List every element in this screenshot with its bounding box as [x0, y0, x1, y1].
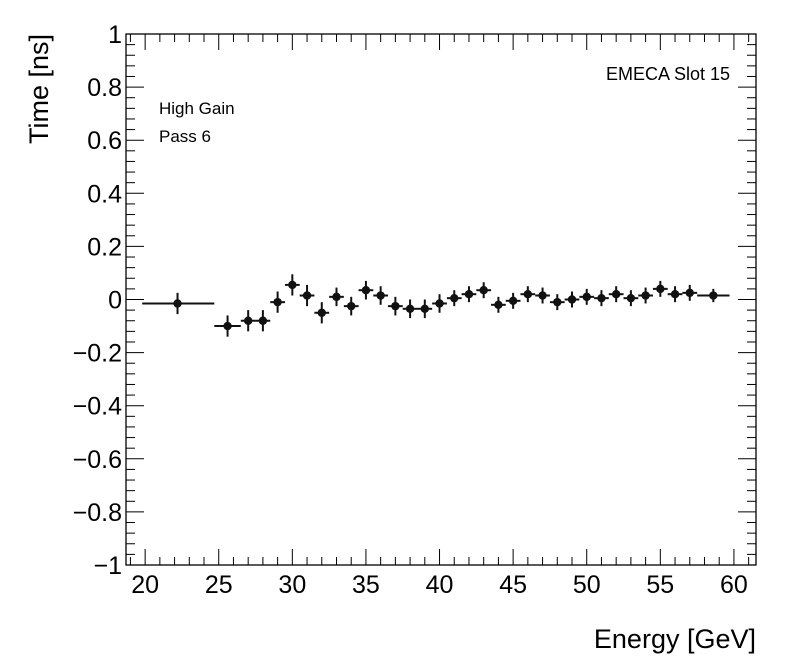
y-tick-label: 0.8 — [87, 74, 122, 102]
data-marker — [273, 297, 282, 307]
data-point — [358, 280, 374, 300]
data-marker — [420, 304, 430, 313]
data-marker — [302, 291, 312, 300]
data-marker — [243, 316, 253, 325]
data-marker — [223, 321, 232, 331]
plot-frame — [125, 33, 757, 566]
data-point — [417, 299, 433, 319]
data-marker — [582, 292, 591, 302]
data-point — [240, 310, 256, 332]
data-marker — [709, 291, 718, 300]
data-point — [682, 284, 698, 301]
data-point — [652, 280, 668, 297]
data-point — [564, 291, 580, 308]
data-marker — [288, 280, 297, 290]
y-tick-label: −0.2 — [73, 340, 122, 368]
y-tick-label: −0.4 — [73, 393, 122, 421]
axis-ticks — [126, 33, 756, 566]
data-marker — [553, 297, 562, 307]
data-point — [638, 287, 653, 304]
data-marker — [464, 289, 474, 299]
data-point — [388, 296, 403, 316]
data-marker — [523, 289, 533, 299]
y-tick-label: −1 — [93, 552, 122, 580]
data-point — [142, 292, 215, 315]
gain-annotation: High Gain — [159, 99, 235, 118]
data-marker — [670, 289, 680, 299]
data-marker — [450, 293, 459, 303]
x-tick-label: 50 — [573, 571, 601, 599]
data-marker — [685, 288, 694, 298]
x-axis-title: Energy [GeV] — [594, 624, 756, 654]
x-tick-label: 35 — [352, 571, 380, 599]
data-marker — [332, 292, 341, 302]
data-point — [432, 294, 447, 313]
data-marker — [173, 299, 182, 308]
x-tick-label: 40 — [426, 571, 454, 599]
data-marker — [479, 286, 488, 295]
x-tick-label: 25 — [205, 571, 233, 599]
data-point — [255, 310, 271, 332]
data-point — [284, 274, 300, 296]
data-marker — [611, 289, 621, 299]
x-tick-label: 30 — [278, 571, 306, 599]
data-point — [520, 286, 536, 303]
data-marker — [317, 308, 326, 317]
data-point — [270, 291, 285, 313]
x-tick-label: 45 — [499, 571, 527, 599]
x-tick-label: 60 — [720, 571, 748, 599]
data-marker — [641, 291, 650, 300]
data-point — [461, 286, 477, 303]
y-axis-title: Time [ns] — [24, 34, 54, 144]
data-marker — [626, 293, 636, 303]
data-marker — [435, 299, 444, 308]
data-point — [299, 284, 315, 307]
x-tick-label: 55 — [646, 571, 674, 599]
data-point — [623, 290, 639, 307]
x-tick-label: 20 — [131, 571, 159, 599]
y-tick-label: 0 — [108, 287, 122, 315]
data-point — [491, 296, 506, 313]
y-tick-label: 1 — [108, 21, 122, 49]
data-point — [608, 286, 624, 303]
slot-annotation: EMECA Slot 15 — [606, 64, 730, 84]
data-marker — [494, 300, 503, 310]
y-tick-label: 0.2 — [87, 233, 122, 261]
data-point — [549, 294, 565, 311]
data-marker — [508, 296, 518, 306]
data-point — [579, 288, 595, 305]
data-marker — [656, 284, 665, 294]
data-marker — [361, 286, 371, 295]
data-marker — [258, 316, 268, 325]
data-point — [214, 315, 241, 337]
data-point — [373, 286, 389, 305]
data-marker — [405, 304, 415, 313]
data-point — [594, 290, 609, 307]
y-tick-label: 0.6 — [87, 127, 122, 155]
data-point — [446, 290, 462, 307]
data-point — [329, 287, 344, 307]
data-marker — [538, 291, 547, 300]
y-tick-label: 0.4 — [87, 180, 122, 208]
pass-annotation: Pass 6 — [159, 127, 211, 146]
data-point — [402, 299, 418, 319]
data-marker — [347, 301, 356, 311]
data-series — [142, 274, 730, 337]
data-point — [697, 288, 730, 303]
y-tick-label: −0.6 — [73, 446, 122, 474]
data-marker — [597, 293, 606, 303]
data-marker — [376, 291, 385, 300]
data-point — [343, 296, 359, 316]
data-point — [505, 292, 521, 309]
data-point — [314, 302, 330, 324]
y-tick-label: −0.8 — [73, 499, 122, 527]
data-point — [476, 282, 492, 299]
data-marker — [567, 295, 577, 304]
data-point — [667, 286, 683, 303]
data-point — [535, 287, 550, 304]
tick-labels: 20 25 30 35 40 45 50 55 60 −1 −0.8 −0.6 −0.4 −0.2 0 0.2… — [73, 21, 748, 599]
data-marker — [391, 301, 400, 311]
